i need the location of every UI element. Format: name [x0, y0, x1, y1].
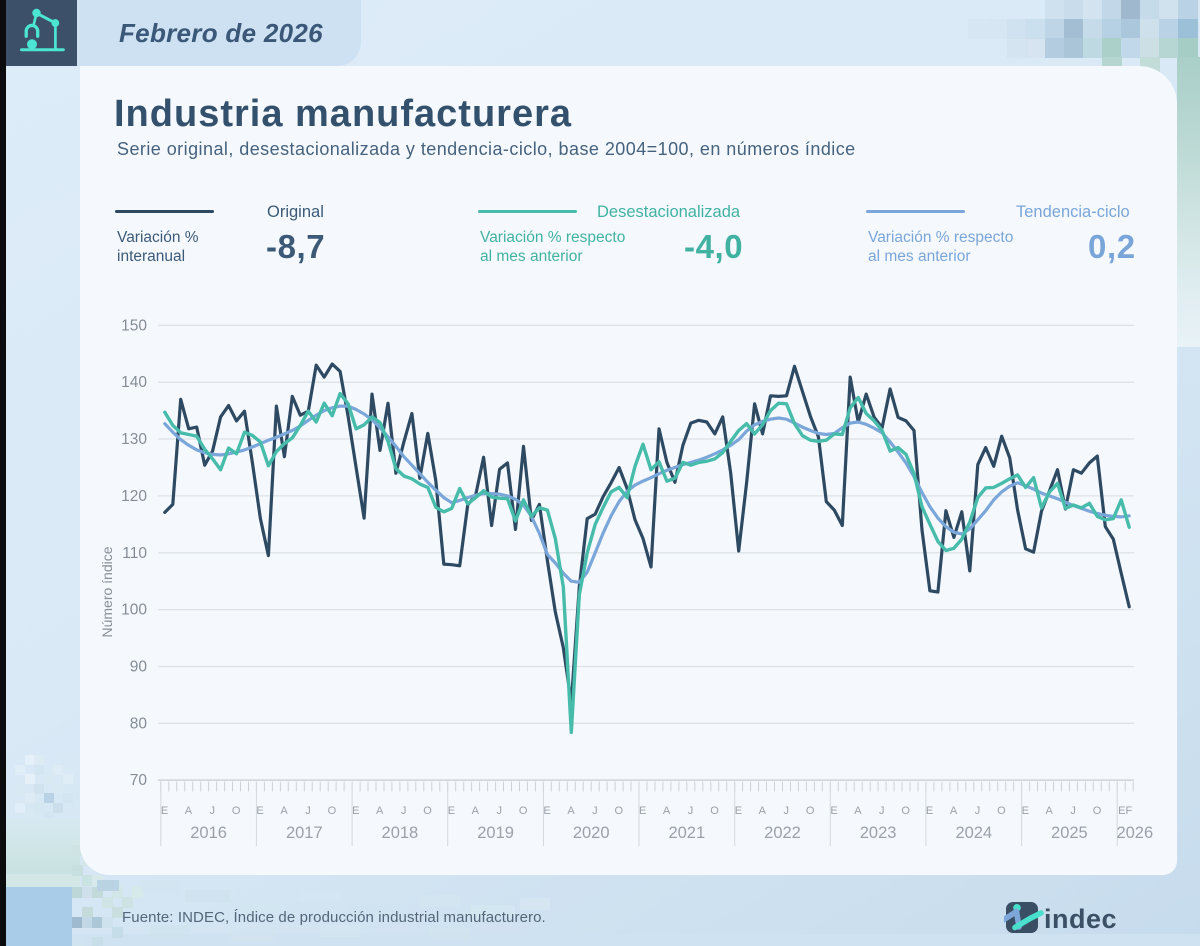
svg-text:indec: indec [1044, 904, 1117, 934]
